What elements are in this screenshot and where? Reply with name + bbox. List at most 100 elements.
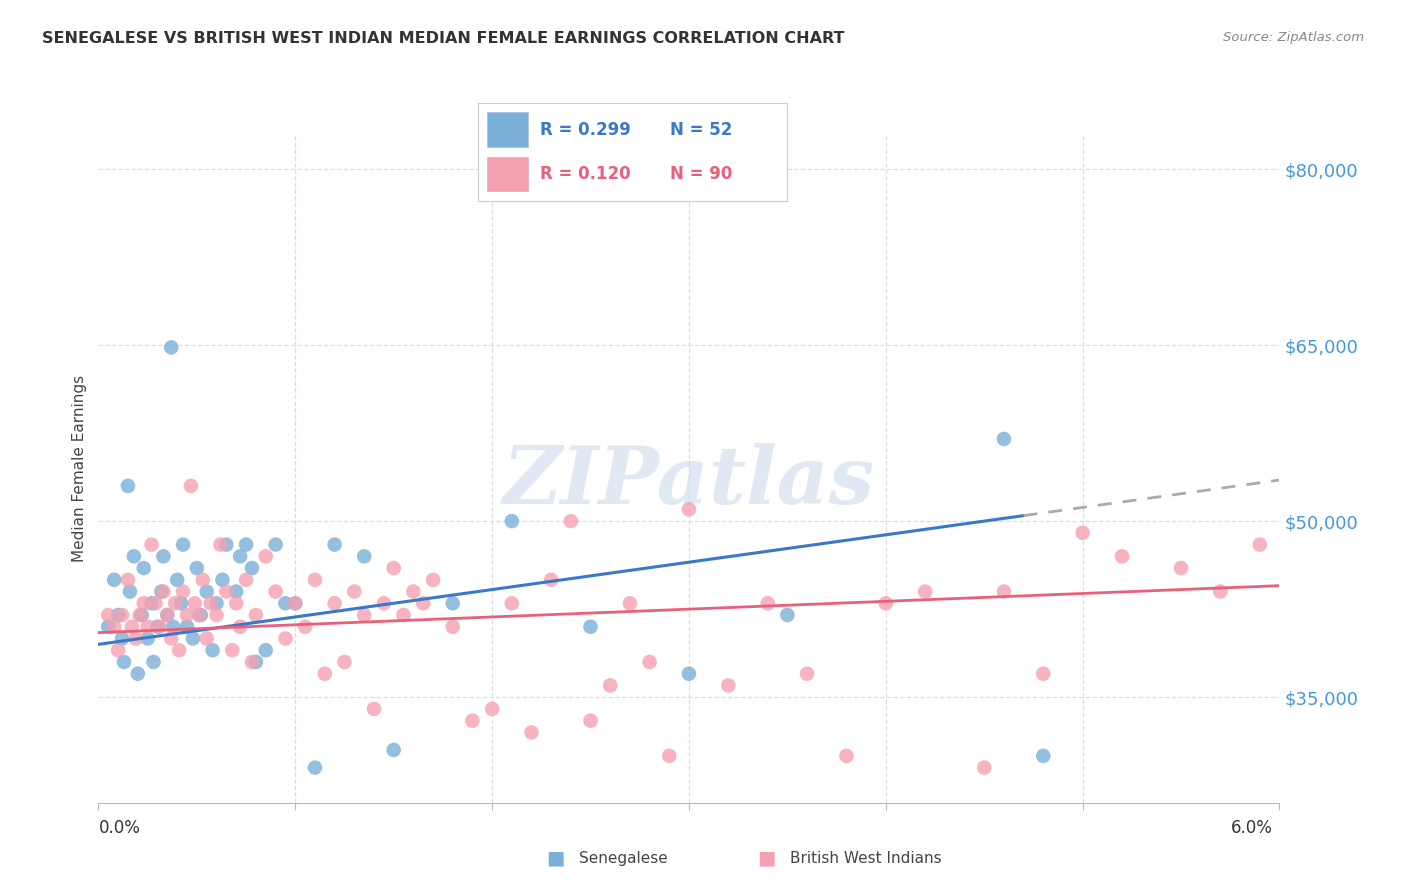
- Text: R = 0.120: R = 0.120: [540, 165, 630, 183]
- Point: [658, 748, 681, 763]
- Point: [254, 643, 277, 657]
- Point: [97, 620, 120, 634]
- Point: [756, 596, 779, 610]
- Point: [195, 584, 218, 599]
- Point: [121, 620, 143, 634]
- Text: ZIPatlas: ZIPatlas: [503, 443, 875, 520]
- Text: Source: ZipAtlas.com: Source: ZipAtlas.com: [1223, 31, 1364, 45]
- Point: [146, 620, 169, 634]
- Point: [274, 596, 297, 610]
- Point: [172, 584, 194, 599]
- Point: [993, 432, 1015, 446]
- Point: [796, 666, 818, 681]
- Point: [112, 655, 135, 669]
- Point: [284, 596, 307, 610]
- Point: [638, 655, 661, 669]
- Point: [150, 584, 173, 599]
- Point: [1249, 538, 1271, 552]
- Point: [122, 549, 145, 564]
- Point: [160, 632, 183, 646]
- Point: [152, 584, 174, 599]
- Point: [240, 655, 263, 669]
- Point: [225, 596, 247, 610]
- Point: [156, 607, 179, 622]
- Point: [235, 538, 257, 552]
- Point: [181, 632, 204, 646]
- Point: [240, 561, 263, 575]
- Point: [191, 573, 214, 587]
- Point: [678, 666, 700, 681]
- Point: [501, 514, 523, 528]
- Text: Senegalese: Senegalese: [579, 851, 668, 865]
- Point: [245, 655, 267, 669]
- Point: [254, 549, 277, 564]
- Point: [211, 573, 233, 587]
- Point: [107, 643, 129, 657]
- Point: [717, 678, 740, 692]
- Point: [131, 607, 153, 622]
- Point: [136, 632, 159, 646]
- Point: [1032, 666, 1054, 681]
- Text: R = 0.299: R = 0.299: [540, 121, 631, 139]
- Point: [97, 607, 120, 622]
- Point: [363, 702, 385, 716]
- Point: [160, 340, 183, 354]
- FancyBboxPatch shape: [488, 157, 527, 191]
- Point: [274, 632, 297, 646]
- Point: [382, 561, 405, 575]
- Point: [304, 761, 326, 775]
- Point: [186, 561, 208, 575]
- Point: [1071, 525, 1094, 540]
- Text: ■: ■: [546, 848, 565, 868]
- Point: [343, 584, 366, 599]
- Point: [145, 596, 167, 610]
- Point: [333, 655, 356, 669]
- Point: [141, 538, 163, 552]
- Point: [294, 620, 316, 634]
- Point: [148, 620, 170, 634]
- Point: [215, 538, 238, 552]
- Text: ■: ■: [756, 848, 776, 868]
- Point: [284, 596, 307, 610]
- Point: [229, 620, 252, 634]
- Point: [1032, 748, 1054, 763]
- Point: [187, 607, 209, 622]
- Point: [225, 584, 247, 599]
- Point: [103, 573, 125, 587]
- Point: [132, 596, 155, 610]
- Point: [190, 607, 212, 622]
- Point: [1170, 561, 1192, 575]
- Point: [205, 607, 228, 622]
- Point: [461, 714, 484, 728]
- Point: [373, 596, 395, 610]
- Point: [111, 607, 134, 622]
- Point: [245, 607, 267, 622]
- Point: [172, 538, 194, 552]
- Point: [875, 596, 897, 610]
- Point: [402, 584, 425, 599]
- Point: [128, 607, 150, 622]
- Point: [1209, 584, 1232, 599]
- Text: British West Indians: British West Indians: [790, 851, 942, 865]
- Y-axis label: Median Female Earnings: Median Female Earnings: [72, 375, 87, 562]
- Point: [141, 596, 163, 610]
- Point: [166, 573, 188, 587]
- Point: [264, 538, 287, 552]
- Point: [125, 632, 148, 646]
- Point: [205, 596, 228, 610]
- Point: [993, 584, 1015, 599]
- FancyBboxPatch shape: [488, 112, 527, 147]
- Text: SENEGALESE VS BRITISH WEST INDIAN MEDIAN FEMALE EARNINGS CORRELATION CHART: SENEGALESE VS BRITISH WEST INDIAN MEDIAN…: [42, 31, 845, 46]
- Point: [215, 584, 238, 599]
- Point: [314, 666, 336, 681]
- Text: N = 90: N = 90: [669, 165, 733, 183]
- Point: [117, 573, 139, 587]
- Point: [103, 620, 125, 634]
- Point: [501, 596, 523, 610]
- Point: [221, 643, 243, 657]
- Point: [200, 596, 222, 610]
- Point: [323, 596, 346, 610]
- Point: [353, 607, 375, 622]
- Point: [323, 538, 346, 552]
- Point: [176, 607, 198, 622]
